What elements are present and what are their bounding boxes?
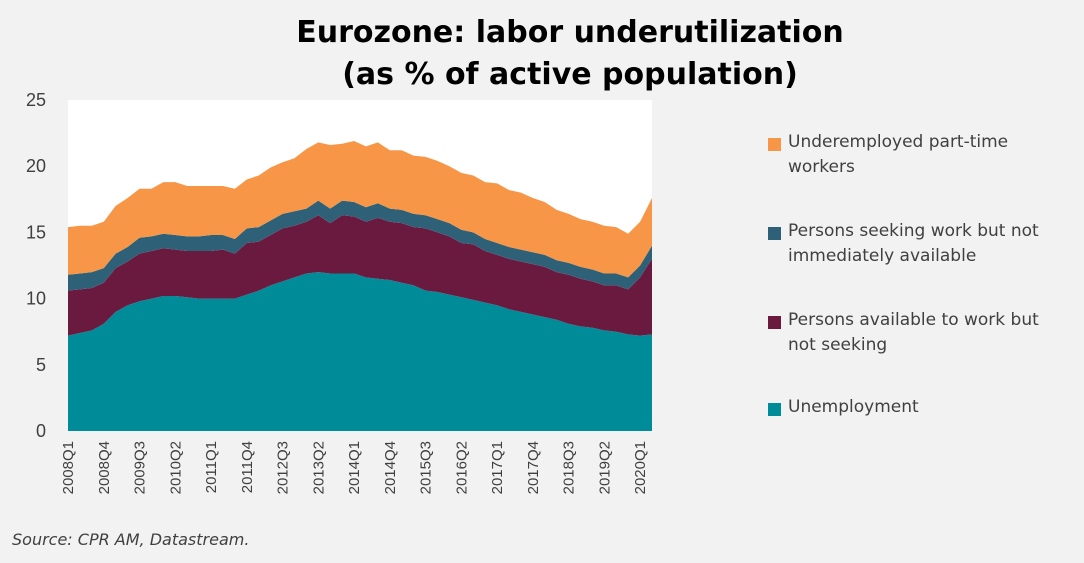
x-tick-label: 2008Q1 xyxy=(60,441,77,494)
y-tick-label: 15 xyxy=(26,222,46,242)
area-unemployment xyxy=(68,272,652,431)
y-tick-label: 0 xyxy=(36,421,46,441)
x-tick-label: 2012Q3 xyxy=(275,441,292,494)
legend-label-underemployed-line2: workers xyxy=(788,157,855,177)
x-tick-label: 2011Q4 xyxy=(239,441,256,493)
legend-label-seeking-line2: immediately available xyxy=(788,246,977,266)
area-persons-available-to-work-but-not-seeking xyxy=(68,215,652,336)
area-persons-seeking-work-but-not-immediately-available xyxy=(68,200,652,291)
y-tick-label: 20 xyxy=(26,156,46,176)
legend-swatch-available-not-seeking xyxy=(768,316,781,329)
x-tick-label: 2008Q4 xyxy=(96,441,113,494)
legend-swatch-underemployed xyxy=(768,138,781,151)
y-axis-ticks: 0 5 10 15 20 25 xyxy=(26,90,46,441)
legend-label-unemployment-line1: Unemployment xyxy=(788,397,919,417)
area-series-group xyxy=(68,141,652,431)
legend-label-unemployment: Unemployment xyxy=(788,395,1084,420)
x-tick-label: 2011Q1 xyxy=(203,441,220,493)
legend-label-underemployed: Underemployed part-time workers xyxy=(788,130,1084,180)
x-tick-label: 2013Q2 xyxy=(310,441,327,494)
x-tick-label: 2014Q4 xyxy=(382,441,399,494)
x-tick-label: 2020Q1 xyxy=(632,441,649,494)
x-tick-label: 2018Q3 xyxy=(561,441,578,494)
chart-title-line2: (as % of active population) xyxy=(342,57,798,92)
x-tick-label: 2010Q2 xyxy=(167,441,184,494)
source-note: Source: CPR AM, Datastream. xyxy=(12,530,250,549)
legend-swatch-unemployment xyxy=(768,403,781,416)
x-axis-ticks: 2008Q1 2008Q4 2009Q3 2010Q2 2011Q1 2011Q4 2012… xyxy=(60,441,649,494)
legend-swatch-seeking-not-available xyxy=(768,227,781,240)
legend-label-available-not-seeking: Persons available to work but not seeking xyxy=(788,308,1084,358)
legend-label-available-line1: Persons available to work but xyxy=(788,310,1039,330)
x-tick-label: 2017Q1 xyxy=(489,441,506,494)
legend-label-seeking-line1: Persons seeking work but not xyxy=(788,221,1039,241)
legend-label-available-line2: not seeking xyxy=(788,335,888,355)
x-tick-label: 2019Q2 xyxy=(596,441,613,494)
chart-title-line1: Eurozone: labor underutilization xyxy=(296,15,844,50)
legend-label-underemployed-line1: Underemployed part-time xyxy=(788,132,1009,152)
x-tick-label: 2016Q2 xyxy=(453,441,470,494)
y-tick-label: 10 xyxy=(26,289,46,309)
x-tick-label: 2017Q4 xyxy=(525,441,542,494)
area-underemployed-part-time-workers xyxy=(68,141,652,278)
legend-label-seeking-not-available: Persons seeking work but not immediately … xyxy=(788,219,1084,269)
x-tick-label: 2015Q3 xyxy=(418,441,435,494)
y-tick-label: 5 xyxy=(36,355,46,375)
chart-title: Eurozone: labor underutilization (as % o… xyxy=(0,12,1084,96)
x-tick-label: 2014Q1 xyxy=(346,441,363,494)
x-tick-label: 2009Q3 xyxy=(132,441,149,494)
y-tick-label: 25 xyxy=(26,90,46,110)
